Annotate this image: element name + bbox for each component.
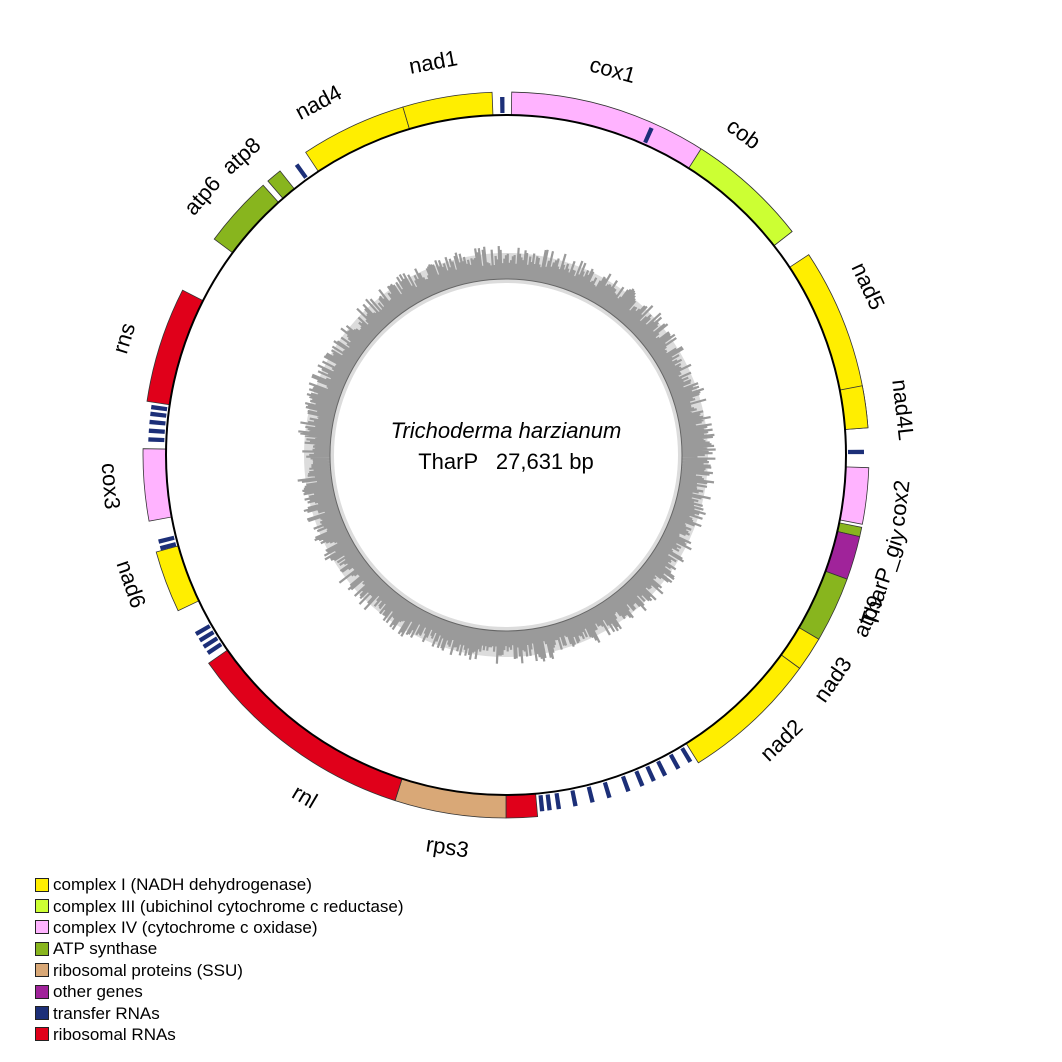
legend-item: transfer RNAs bbox=[35, 1002, 635, 1023]
legend-swatch bbox=[35, 1027, 49, 1042]
gene-block-rps3 bbox=[394, 778, 507, 819]
trna-block bbox=[656, 760, 668, 777]
trna-block bbox=[602, 781, 612, 799]
legend-label: ribosomal proteins (SSU) bbox=[53, 960, 243, 980]
trna-block bbox=[159, 542, 177, 551]
trna-block bbox=[554, 792, 562, 810]
gene-label-nad3: nad3 bbox=[808, 652, 856, 707]
legend-label: complex IV (cytochrome c oxidase) bbox=[53, 917, 318, 937]
trna-block bbox=[150, 404, 168, 412]
legend-swatch bbox=[35, 1006, 49, 1021]
gene-block-atp9 bbox=[798, 570, 848, 640]
trna-block bbox=[570, 790, 578, 807]
gene-label-atp8: atp8 bbox=[217, 132, 266, 179]
gene-block-nad6 bbox=[155, 545, 200, 612]
legend-swatch bbox=[35, 984, 49, 999]
gene-block-cox1 bbox=[510, 91, 793, 247]
gene-label-cob: cob bbox=[722, 113, 765, 154]
legend-swatch bbox=[35, 963, 49, 978]
trna-block bbox=[500, 97, 505, 114]
trna-block bbox=[294, 163, 308, 179]
genome-length: 27,631 bp bbox=[496, 449, 594, 474]
legend-item: ATP synthase bbox=[35, 938, 635, 959]
gene-block-atp6 bbox=[213, 184, 280, 254]
gene-label-cox2: cox2 bbox=[884, 479, 914, 528]
trna-block bbox=[198, 630, 215, 643]
legend-item: complex III (ubichinol cytochrome c redu… bbox=[35, 895, 635, 916]
gene-block-cob bbox=[688, 148, 793, 247]
gene-block-rnl bbox=[208, 649, 403, 802]
gene-label-cox1: cox1 bbox=[587, 52, 638, 89]
legend-item: complex IV (cytochrome c oxidase) bbox=[35, 917, 635, 938]
trna-block bbox=[538, 795, 545, 812]
trna-block bbox=[194, 624, 211, 636]
gene-block-rnl bbox=[505, 793, 539, 819]
legend: complex I (NADH dehydrogenase) complex II… bbox=[35, 874, 635, 1045]
gene-label-nad6: nad6 bbox=[111, 557, 151, 611]
legend-item: complex I (NADH dehydrogenase) bbox=[35, 874, 635, 895]
trna-block bbox=[621, 775, 631, 793]
species-name: Trichoderma harzianum bbox=[391, 418, 622, 443]
trna-block bbox=[847, 449, 864, 455]
strain-name: TharP bbox=[418, 449, 478, 474]
trna-block bbox=[634, 770, 645, 787]
legend-label: other genes bbox=[53, 982, 143, 1002]
legend-label: complex III (ubichinol cytochrome c redu… bbox=[53, 896, 404, 916]
gene-label-atp6: atp6 bbox=[179, 171, 226, 220]
legend-label: complex I (NADH dehydrogenase) bbox=[53, 875, 312, 895]
gene-block-nad1 bbox=[402, 91, 494, 130]
trna-block bbox=[645, 765, 656, 782]
trna-block bbox=[680, 747, 693, 763]
legend-item: ribosomal proteins (SSU) bbox=[35, 960, 635, 981]
legend-item: ribosomal RNAs bbox=[35, 1024, 635, 1045]
gene-label-rnl: rnl bbox=[288, 779, 322, 813]
legend-label: transfer RNAs bbox=[53, 1003, 160, 1023]
gene-label-nad1: nad1 bbox=[407, 45, 460, 79]
trna-block bbox=[148, 437, 165, 443]
legend-label: ATP synthase bbox=[53, 939, 158, 959]
trna-block bbox=[668, 753, 681, 770]
legend-label: ribosomal RNAs bbox=[53, 1024, 176, 1044]
trna-features bbox=[148, 97, 864, 812]
gene-label-nad2: nad2 bbox=[755, 714, 808, 766]
trna-block bbox=[643, 127, 654, 144]
legend-swatch bbox=[35, 920, 49, 935]
trna-block bbox=[158, 535, 175, 544]
gene-label-nad4L: nad4L bbox=[887, 378, 919, 442]
gene-block-rns bbox=[146, 289, 204, 406]
gc-content-bars bbox=[297, 246, 716, 664]
genome-info: TharP 27,631 bp bbox=[418, 449, 594, 474]
gc-content-track bbox=[297, 246, 716, 664]
legend-item: other genes bbox=[35, 981, 635, 1002]
gene-label-cox3: cox3 bbox=[97, 462, 126, 510]
trna-block bbox=[545, 794, 552, 811]
trna-block bbox=[206, 642, 223, 655]
gene-features bbox=[142, 91, 870, 819]
gene-label-nad5: nad5 bbox=[847, 259, 890, 314]
trna-block bbox=[202, 636, 219, 649]
trna-block bbox=[149, 419, 166, 426]
gene-block-atp8 bbox=[267, 170, 295, 199]
gene-label-rps3: rps3 bbox=[424, 831, 470, 862]
gene-label-rns: rns bbox=[107, 320, 140, 357]
gene-label-nad4: nad4 bbox=[291, 80, 346, 125]
trna-block bbox=[148, 428, 165, 434]
trna-block bbox=[150, 411, 167, 418]
trna-block bbox=[586, 786, 595, 803]
gene-block-nad4 bbox=[305, 106, 410, 173]
circular-genome-map: cox1cobnad5nad4Lcox2TharP_giyatp9nad3nad… bbox=[97, 45, 919, 862]
legend-swatch bbox=[35, 899, 49, 914]
legend-swatch bbox=[35, 877, 49, 892]
genome-backbone-circle bbox=[165, 114, 847, 796]
genome-map: cox1 cob nad5 nad4L cox2 TharP_giy atp9 nad3 nad… bbox=[97, 45, 919, 862]
gc-midline bbox=[329, 278, 683, 632]
legend-swatch bbox=[35, 941, 49, 956]
